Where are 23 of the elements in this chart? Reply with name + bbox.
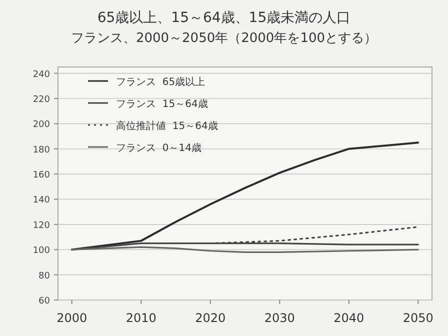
y-tick-label: 200 [32, 120, 50, 130]
y-tick-label: 120 [32, 220, 50, 231]
x-tick-label: 2040 [334, 311, 364, 325]
chart-subtitle: フランス、2000～2050年（2000年を100とする） [70, 31, 378, 46]
y-tick-label: 220 [32, 94, 50, 105]
chart-title: 65歳以上、15～64歳、15歳未満の人口 [97, 10, 351, 26]
y-tick-label: 240 [32, 70, 50, 80]
y-tick-label: 140 [32, 196, 50, 206]
x-tick-label: 2000 [56, 311, 88, 325]
y-tick-label: 100 [32, 246, 50, 256]
y-tick-label: 80 [38, 271, 50, 282]
y-tick-label: 160 [32, 170, 50, 181]
y-tick-label: 180 [32, 145, 50, 156]
legend-label: フランス 65歳以上 [116, 76, 206, 88]
legend-label: フランス 0～14歳 [116, 142, 202, 154]
x-tick-label: 2020 [195, 311, 226, 325]
x-tick-label: 2010 [126, 311, 156, 325]
line-series [70, 142, 420, 251]
legend-label: 高位推計値 15～64歳 [116, 120, 218, 132]
x-tick-label: 2030 [264, 311, 295, 325]
y-tick-label: 60 [38, 296, 50, 306]
x-tick-label: 2050 [402, 311, 434, 325]
legend-label: フランス 15～64歳 [116, 98, 208, 110]
